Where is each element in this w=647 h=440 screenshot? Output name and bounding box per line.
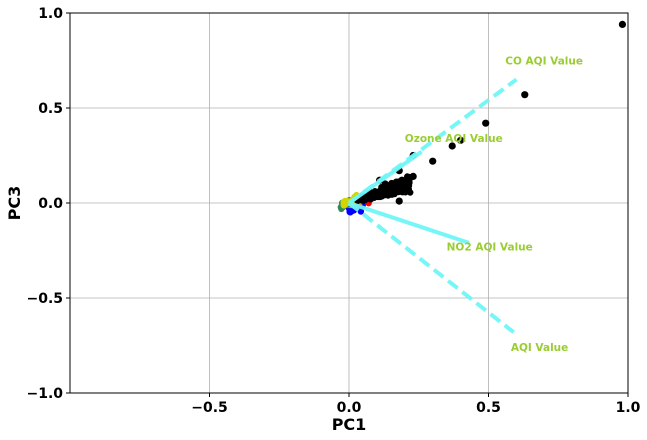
cluster-point: [381, 192, 388, 199]
cluster-point: [372, 189, 380, 196]
x-axis-ticks: −0.5 0.0 0.5 1.0: [191, 393, 641, 416]
x-axis-label: PC1: [332, 415, 367, 434]
y-tick-label: −0.5: [26, 291, 63, 307]
scatter-point: [618, 20, 627, 28]
scatter-point: [448, 142, 456, 150]
scatter-point: [395, 197, 403, 205]
y-tick-label: 0.0: [38, 196, 63, 212]
loading-labels: CO AQI Value Ozone AQI Value NO2 AQI Value…: [405, 55, 583, 354]
loading-label: Ozone AQI Value: [405, 133, 503, 145]
x-tick-label: 0.0: [337, 400, 362, 416]
scatter-point: [521, 91, 529, 99]
loading-label: CO AQI Value: [505, 55, 583, 67]
scatter-point: [392, 178, 401, 186]
loading-vectors: [347, 77, 518, 334]
scatter-points: [376, 20, 627, 205]
scatter-point: [403, 174, 412, 182]
y-tick-label: 0.5: [38, 101, 63, 117]
y-tick-label: 1.0: [38, 6, 63, 22]
y-axis-label: PC3: [5, 186, 24, 221]
loading-arrow: [347, 150, 423, 205]
scatter-point: [482, 119, 490, 127]
scatter-point: [381, 180, 389, 188]
loading-label: NO2 AQI Value: [447, 242, 533, 254]
loading-arrow: [347, 201, 515, 334]
y-axis-ticks: −1.0 −0.5 0.0 0.5 1.0: [26, 6, 70, 402]
x-tick-label: 0.5: [476, 400, 501, 416]
scatter-point: [429, 157, 437, 165]
loading-arrow: [347, 77, 518, 205]
cluster-point: [392, 186, 400, 193]
x-tick-label: 1.0: [616, 400, 641, 416]
x-tick-label: −0.5: [191, 400, 228, 416]
y-tick-label: −1.0: [26, 386, 63, 402]
loading-arrow: [348, 201, 470, 245]
scatter-point: [398, 176, 406, 184]
scatter-point: [409, 172, 417, 180]
loading-label: AQI Value: [511, 342, 568, 354]
scatter-point: [457, 136, 465, 144]
